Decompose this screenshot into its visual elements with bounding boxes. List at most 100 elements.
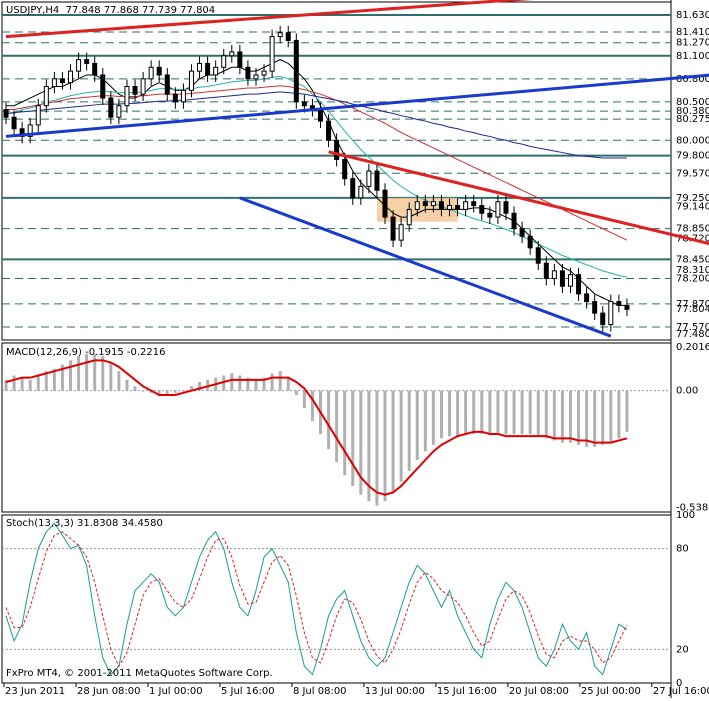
candle-body (406, 208, 412, 226)
macd-histogram-bar (181, 390, 185, 392)
macd-histogram-bar (133, 386, 137, 391)
candle-body (318, 109, 323, 122)
candle-body (511, 212, 517, 230)
candle-body (487, 212, 493, 218)
price-axis-label: 78.850 (676, 224, 709, 235)
price-axis-label: 81.270 (676, 38, 709, 49)
macd-histogram-bar (439, 390, 443, 439)
macd-histogram-bar (528, 390, 532, 434)
price-axis-label: 81.630 (676, 10, 709, 21)
macd-histogram-bar (552, 390, 556, 441)
candle-body (543, 262, 549, 280)
macd-histogram-bar (601, 390, 605, 445)
price-axis-label: 79.800 (676, 151, 709, 162)
candle-body (358, 185, 364, 199)
candle-body (285, 32, 291, 41)
candle-body (398, 224, 404, 241)
macd-histogram-bar (157, 390, 161, 395)
candle-body (495, 201, 501, 218)
candle-body (463, 201, 469, 210)
candle-body (213, 66, 219, 76)
price-axis-label: 78.200 (676, 274, 709, 285)
candle-body (471, 201, 477, 207)
macd-histogram-bar (286, 377, 290, 391)
candle-body (479, 205, 485, 214)
macd-histogram-bar (367, 390, 371, 502)
macd-pane-header: MACD(12,26,9) -0.1915 -0.2216 (6, 347, 166, 358)
candle-body (253, 74, 259, 80)
macd-histogram-bar (141, 390, 145, 392)
candle-body (92, 62, 98, 76)
time-axis-label: 5 Jul 16:00 (221, 686, 275, 697)
candle-body (438, 201, 444, 210)
trendline (5, 0, 533, 39)
stoch-axis-label: 100 (676, 510, 695, 521)
candle-body (59, 78, 65, 84)
candle-body (350, 178, 356, 199)
candle-body (559, 270, 565, 287)
price-axis-label: 80.800 (676, 74, 709, 85)
macd-signal-line (5, 359, 628, 496)
candle-body (140, 78, 146, 95)
candle-body (390, 216, 396, 241)
price-axis-label: 79.570 (676, 168, 709, 179)
macd-histogram-bar (488, 390, 492, 434)
candle-body (430, 201, 436, 207)
macd-histogram-bar (69, 360, 73, 391)
macd-histogram-bar (593, 390, 597, 447)
macd-histogram-bar (52, 369, 56, 391)
macd-histogram-bar (544, 390, 548, 439)
macd-histogram-bar (504, 390, 508, 434)
candle-body (132, 86, 138, 95)
candle-body (180, 89, 186, 103)
candle-body (624, 304, 630, 310)
price-axis-label: 78.450 (676, 254, 709, 265)
macd-histogram-bar (448, 390, 452, 437)
candle-body (27, 124, 33, 137)
candle-body (576, 274, 582, 295)
macd-histogram-bar (383, 390, 387, 502)
candle-body (229, 51, 235, 57)
price-axis-label: 77.570 (676, 322, 709, 333)
time-axis-label: 20 Jul 08:00 (509, 686, 569, 697)
macd-histogram-bar (117, 371, 121, 391)
macd-histogram-bar (262, 377, 266, 391)
macd-histogram-bar (20, 377, 24, 391)
macd-axis-label: 0.00 (676, 386, 698, 397)
macd-histogram-bar (28, 379, 32, 391)
macd-histogram-bar (625, 390, 629, 432)
candle-body (197, 62, 203, 72)
trendline (239, 196, 612, 338)
candle-body (116, 105, 122, 118)
macd-axis-label: -0.5389 (676, 502, 709, 513)
macd-histogram-bar (294, 390, 298, 395)
candle-body (527, 235, 533, 249)
macd-histogram-bar (310, 390, 314, 421)
candle-body (551, 270, 557, 280)
macd-histogram-bar (343, 390, 347, 476)
macd-histogram-bar (359, 390, 363, 495)
candle-body (124, 86, 130, 107)
macd-histogram-bar (36, 375, 40, 391)
macd-histogram-bar (423, 390, 427, 452)
macd-histogram-bar (189, 386, 193, 391)
macd-histogram-bar (512, 390, 516, 434)
candle-body (51, 78, 57, 88)
candle-body (535, 247, 541, 264)
candle-body (164, 74, 170, 95)
macd-histogram-bar (198, 382, 202, 391)
macd-histogram-bar (206, 379, 210, 391)
candle-body (261, 70, 267, 76)
macd-histogram-bar (238, 375, 242, 391)
candle-body (277, 32, 283, 38)
candle-body (382, 189, 388, 218)
macd-histogram-bar (609, 390, 613, 443)
time-axis-label: 8 Jul 08:00 (293, 686, 347, 697)
macd-histogram-bar (327, 390, 331, 450)
macd-histogram-bar (415, 390, 419, 460)
macd-histogram-bar (496, 390, 500, 434)
stoch-axis-label: 80 (676, 544, 689, 555)
macd-histogram-bar (125, 379, 129, 391)
candle-body (447, 205, 453, 210)
